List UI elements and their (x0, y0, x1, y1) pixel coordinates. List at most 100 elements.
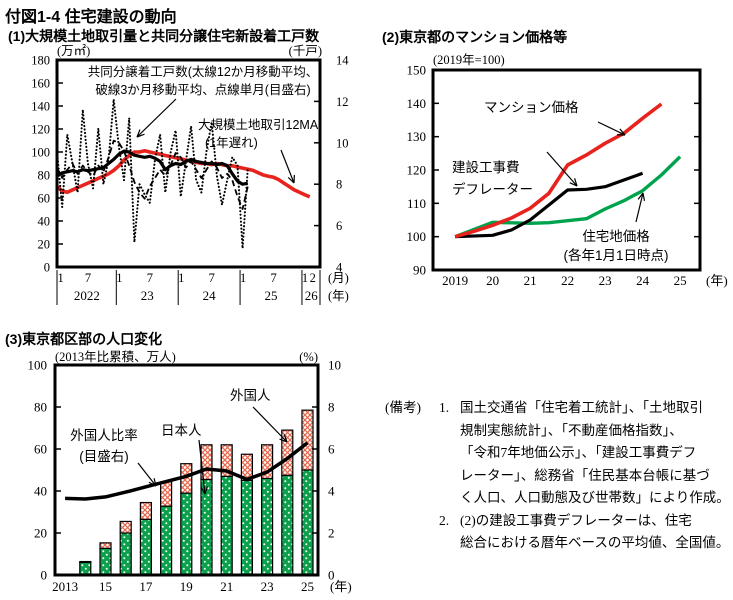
annotation-mansion-price: マンション価格 (484, 100, 579, 117)
svg-text:2: 2 (328, 526, 335, 541)
annotation-japanese: 日本人 (161, 423, 202, 440)
svg-text:4: 4 (328, 484, 335, 499)
annotation-line: 建設工事費 (452, 157, 533, 179)
panel1-title: (1)大規模土地取引量と共同分譲住宅新設着工戸数 (8, 26, 319, 46)
svg-text:26: 26 (305, 288, 319, 303)
notes-line: 「令和7年地価公示」、「建設工事費デフ (460, 442, 730, 465)
svg-text:40: 40 (34, 484, 47, 499)
svg-text:0: 0 (44, 261, 50, 275)
svg-text:21: 21 (524, 273, 537, 288)
notes-line: 規制実態統計」、「不動産価格指数」、 (460, 420, 730, 443)
svg-text:25: 25 (674, 273, 687, 288)
notes-item-number: 1. (439, 397, 460, 420)
annotation-residential-land-price: 住宅地価格 (各年1月1日時点) (548, 227, 684, 265)
svg-text:(月): (月) (328, 271, 349, 285)
svg-text:6: 6 (336, 219, 342, 233)
notes-line: 総合における暦年ベースの平均値、全国値。 (460, 532, 729, 555)
notes-item: (備考) 1. 国土交通省「住宅着工統計」、「土地取引 規制実態統計」、「不動産… (385, 397, 730, 510)
svg-text:1: 1 (57, 271, 63, 285)
svg-text:60: 60 (34, 442, 47, 457)
svg-text:7: 7 (209, 271, 215, 285)
annotation-land-transaction-12ma: 大規模土地取引12MA (1年遅れ) (198, 116, 318, 152)
svg-text:80: 80 (34, 400, 47, 415)
svg-text:1: 1 (240, 271, 246, 285)
svg-text:110: 110 (407, 196, 426, 211)
svg-text:8: 8 (336, 178, 342, 192)
svg-text:20: 20 (486, 273, 499, 288)
svg-text:24: 24 (203, 288, 217, 303)
annotation-line: デフレーター (452, 179, 533, 201)
svg-text:1: 1 (178, 271, 184, 285)
svg-text:1: 1 (116, 271, 122, 285)
svg-text:25: 25 (301, 579, 314, 594)
svg-text:120: 120 (407, 163, 427, 178)
svg-text:12: 12 (336, 95, 349, 109)
svg-text:(年): (年) (328, 289, 349, 303)
svg-text:120: 120 (31, 123, 50, 137)
svg-text:1: 1 (302, 271, 308, 285)
svg-text:2: 2 (310, 271, 316, 285)
notes-label: (備考) (385, 397, 439, 420)
svg-text:90: 90 (413, 263, 426, 278)
svg-text:(年): (年) (330, 579, 352, 594)
svg-text:180: 180 (31, 54, 50, 68)
svg-text:6: 6 (328, 442, 335, 457)
svg-text:130: 130 (407, 129, 427, 144)
svg-text:24: 24 (636, 273, 650, 288)
annotation-line: (1年遅れ) (198, 134, 318, 152)
svg-text:(年): (年) (706, 273, 728, 288)
notes-line: く人口、人口動態及び世帯数」により作成。 (460, 487, 730, 510)
annotation-line: 外国人比率 (58, 425, 150, 446)
notes-line: レーター」、総務省「住民基本台帳に基づ (460, 465, 730, 488)
annotation-construction-deflator: 建設工事費 デフレーター (452, 157, 533, 201)
svg-text:140: 140 (31, 100, 50, 114)
svg-text:(2019年=100): (2019年=100) (433, 53, 505, 67)
svg-text:140: 140 (407, 96, 427, 111)
svg-text:7: 7 (85, 271, 91, 285)
svg-text:100: 100 (28, 358, 48, 373)
svg-text:19: 19 (180, 579, 193, 594)
svg-text:150: 150 (407, 63, 427, 78)
svg-text:15: 15 (99, 579, 112, 594)
svg-text:20: 20 (34, 526, 47, 541)
svg-text:14: 14 (336, 54, 349, 68)
svg-text:23: 23 (261, 579, 274, 594)
notes-item-number: 2. (439, 510, 460, 533)
svg-text:(2013年比累積、万人): (2013年比累積、万人) (55, 349, 176, 364)
page-title: 付図1-4 住宅建設の動向 (5, 3, 177, 27)
svg-text:23: 23 (141, 288, 154, 303)
svg-text:(千戸): (千戸) (289, 44, 322, 58)
svg-text:0: 0 (41, 568, 48, 583)
svg-text:20: 20 (38, 238, 51, 252)
annotation-foreigner-ratio: 外国人比率 (目盛右) (58, 425, 150, 467)
annotation-line: 共同分譲着工戸数(太線12か月移動平均、 (70, 63, 336, 81)
notes-item-text: (2)の建設工事費デフレーターは、住宅 総合における暦年ベースの平均値、全国値。 (460, 510, 729, 555)
annotation-line: 破線3か月移動平均、点線単月(目盛右) (70, 81, 336, 99)
annotation-line: 大規模土地取引12MA (198, 116, 318, 134)
svg-text:(%): (%) (299, 350, 318, 364)
svg-text:8: 8 (328, 400, 335, 415)
svg-text:2022: 2022 (74, 288, 100, 303)
svg-text:100: 100 (31, 146, 50, 160)
notes: (備考) 1. 国土交通省「住宅着工統計」、「土地取引 規制実態統計」、「不動産… (385, 397, 730, 555)
svg-text:160: 160 (31, 77, 50, 91)
svg-text:10: 10 (336, 136, 349, 150)
svg-text:7: 7 (147, 271, 153, 285)
annotation-line: (目盛右) (58, 446, 150, 467)
notes-item: 2. (2)の建設工事費デフレーターは、住宅 総合における暦年ベースの平均値、全… (385, 510, 730, 555)
panel3-title: (3)東京都区部の人口変化 (5, 329, 162, 349)
svg-text:40: 40 (38, 215, 51, 229)
annotation-housing-starts: 共同分譲着工戸数(太線12か月移動平均、 破線3か月移動平均、点線単月(目盛右) (70, 63, 336, 99)
svg-text:80: 80 (38, 169, 51, 183)
svg-text:2013: 2013 (52, 579, 78, 594)
svg-text:100: 100 (407, 229, 427, 244)
svg-text:2019: 2019 (442, 273, 468, 288)
svg-text:10: 10 (328, 358, 341, 373)
panel2-title: (2)東京都のマンション価格等 (382, 27, 567, 47)
svg-text:(万㎡): (万㎡) (57, 44, 90, 58)
annotation-line: 住宅地価格 (548, 227, 684, 246)
notes-line: (2)の建設工事費デフレーターは、住宅 (460, 510, 729, 533)
annotation-line: (各年1月1日時点) (548, 246, 684, 265)
svg-text:17: 17 (139, 579, 153, 594)
annotation-foreigner: 外国人 (230, 388, 271, 405)
